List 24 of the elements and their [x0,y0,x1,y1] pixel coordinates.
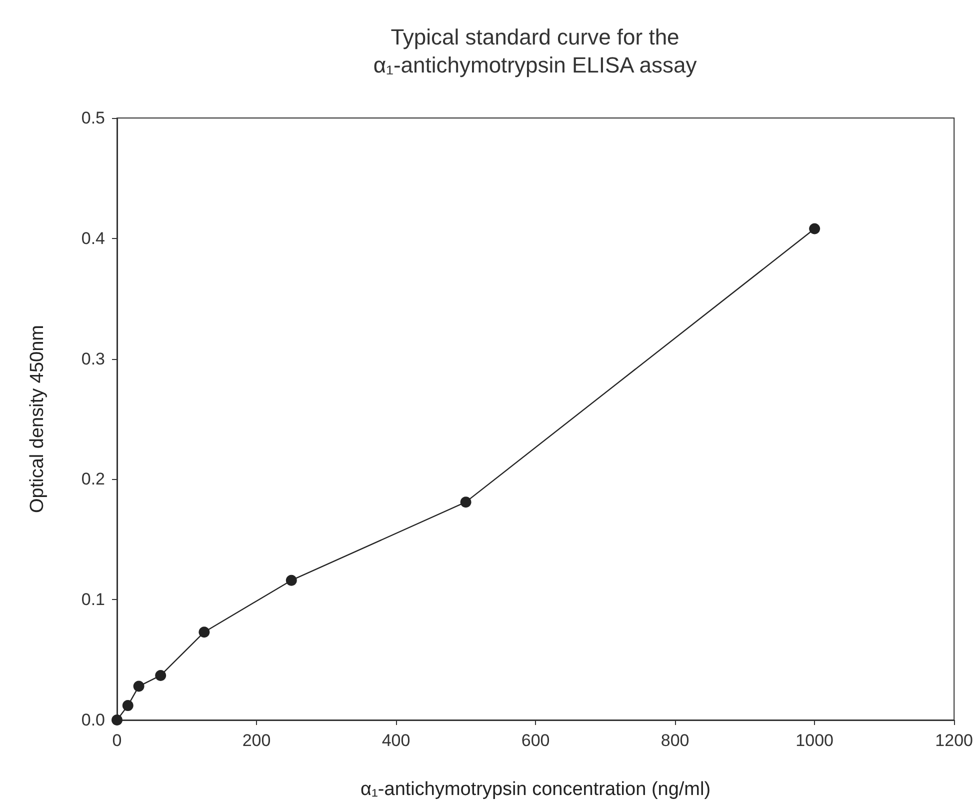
x-tick-label: 400 [382,731,410,750]
point [122,700,134,712]
point [198,626,210,638]
y-tick-label: 0.0 [81,710,105,730]
y-tick-label: 0.2 [81,470,105,489]
x-tick-label: 1200 [935,731,974,750]
x-tick-label: 200 [242,731,271,750]
point [112,714,122,726]
x-axis-title: α₁-antichymotrypsin concentration (ng/ml) [360,779,711,800]
point [155,670,166,681]
x-tick-label: 0 [112,731,122,750]
y-tick-label: 0.3 [81,349,105,368]
y-axis-title: Optical density 450nm [27,325,48,513]
x-tick-label: 800 [660,731,690,750]
y-tick-label: 0.4 [81,228,105,248]
y-tick-label: 0.5 [81,108,105,128]
x-tick-label: 1000 [796,731,834,750]
y-tick-label: 0.1 [81,590,105,610]
point [133,680,144,692]
x-tick-label: 600 [521,731,550,750]
point [460,496,472,508]
point [809,223,820,234]
point [286,574,297,586]
chart-title: Typical standard curve for the α₁-antichymotrypsin ELISA assay [373,24,697,78]
